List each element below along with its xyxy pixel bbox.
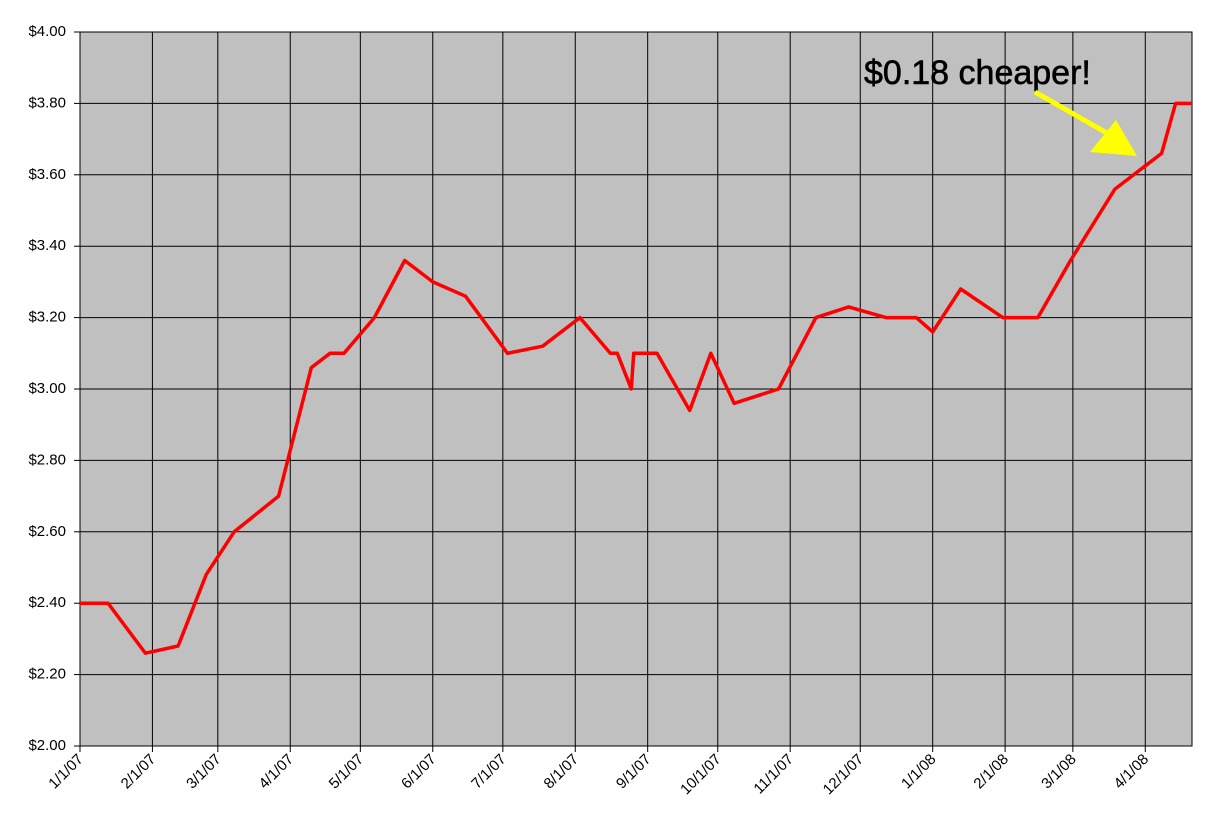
- annotation-arrow: [1033, 89, 1114, 139]
- x-tick-label: 3/1/07: [183, 751, 225, 793]
- y-tick-label: $3.60: [28, 166, 66, 183]
- y-tick-label: $2.00: [28, 737, 66, 754]
- x-tick-label: 2/1/08: [970, 751, 1012, 793]
- price-line: [80, 101, 1192, 655]
- y-tick-label: $3.00: [28, 380, 66, 397]
- x-tick-label: 9/1/07: [613, 751, 655, 793]
- x-tick-label: 6/1/07: [398, 751, 440, 793]
- x-tick-label: 1/1/07: [45, 751, 87, 793]
- x-tick-label: 5/1/07: [326, 751, 368, 793]
- x-tick-label: 10/1/07: [677, 751, 724, 798]
- x-tick-label: 12/1/07: [820, 751, 867, 798]
- y-tick-label: $2.20: [28, 666, 66, 683]
- x-tick-label: 11/1/07: [750, 751, 797, 798]
- y-tick-label: $2.40: [28, 594, 66, 611]
- annotation-arrowhead: [1090, 120, 1137, 156]
- y-tick-label: $3.40: [28, 237, 66, 254]
- x-tick-label: 3/1/08: [1038, 751, 1080, 793]
- y-tick-label: $3.80: [28, 94, 66, 111]
- x-tick-label: 4/1/07: [256, 751, 298, 793]
- y-tick-label: $2.60: [28, 523, 66, 540]
- x-tick-label: 7/1/07: [468, 751, 510, 793]
- y-tick-label: $2.80: [28, 451, 66, 468]
- x-tick-label: 2/1/07: [118, 751, 160, 793]
- annotation: $0.18 cheaper!: [864, 54, 1091, 92]
- x-tick-label: 1/1/08: [898, 751, 940, 793]
- x-tick-label: 8/1/07: [541, 751, 583, 793]
- y-tick-label: $3.20: [28, 309, 66, 326]
- y-tick-label: $4.00: [28, 23, 66, 40]
- x-tick-label: 4/1/08: [1111, 751, 1153, 793]
